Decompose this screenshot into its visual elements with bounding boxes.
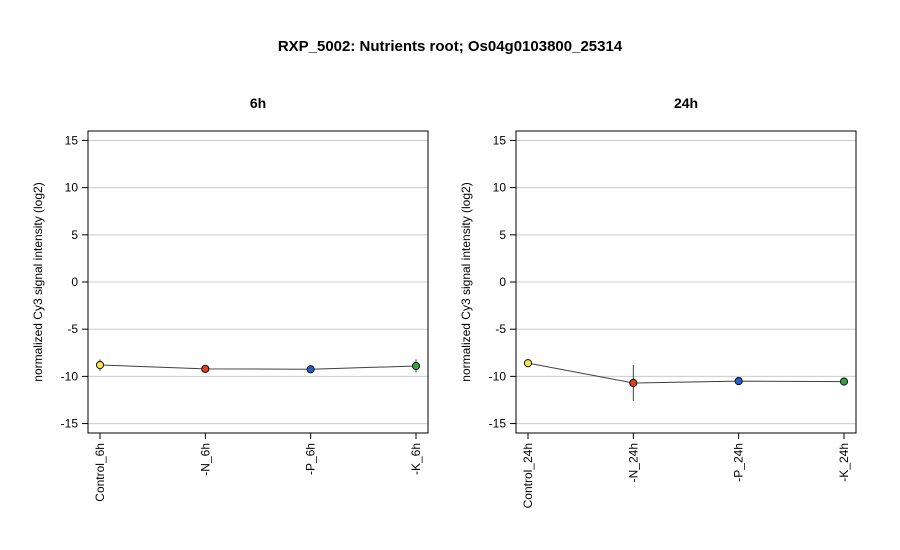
y-tick-label: 15 xyxy=(65,133,79,147)
y-tick-label: -15 xyxy=(489,417,507,431)
panel-title: 6h xyxy=(250,95,266,111)
y-tick-label: -10 xyxy=(61,369,79,383)
panel-0: 6h -15 -10 -5 0 5 10 15 normalized Cy3 signal in… xyxy=(31,95,429,502)
y-tick-label: 5 xyxy=(71,228,78,242)
y-tick-label: -5 xyxy=(495,322,506,336)
y-axis-label: normalized Cy3 signal intensity (log2) xyxy=(459,182,473,381)
x-tick-label: -P_6h xyxy=(304,443,318,475)
data-point xyxy=(839,377,849,386)
y-tick-label: 10 xyxy=(493,181,507,195)
y-tick-label: 10 xyxy=(65,181,79,195)
x-tick-label: -K_6h xyxy=(409,443,423,475)
x-tick-label: -N_24h xyxy=(626,443,640,482)
x-tick-label: Control_24h xyxy=(521,443,535,508)
series-line xyxy=(527,362,845,384)
data-point xyxy=(95,360,105,370)
y-tick-label: -15 xyxy=(61,417,79,431)
x-tick-label: -N_6h xyxy=(198,443,212,476)
data-point xyxy=(201,364,210,373)
data-point xyxy=(411,361,421,371)
panel-title: 24h xyxy=(674,95,698,111)
data-point xyxy=(523,359,533,368)
y-tick-label: 0 xyxy=(71,275,78,289)
series-line xyxy=(99,364,417,370)
data-point xyxy=(734,377,743,386)
y-tick-label: -10 xyxy=(489,369,507,383)
x-tick-label: Control_6h xyxy=(93,443,107,502)
data-point xyxy=(629,378,638,388)
y-axis-label: normalized Cy3 signal intensity (log2) xyxy=(31,182,45,381)
figure-title: RXP_5002: Nutrients root; Os04g0103800_2… xyxy=(277,38,623,55)
x-tick-label: -K_24h xyxy=(837,443,851,482)
y-tick-label: 5 xyxy=(499,228,506,242)
y-tick-label: 0 xyxy=(499,275,506,289)
y-tick-label: 15 xyxy=(493,133,507,147)
data-point xyxy=(306,365,315,374)
panel-1: 24h -15 -10 -5 0 5 10 15 normalized Cy3 signal i… xyxy=(459,95,857,508)
y-tick-label: -5 xyxy=(67,322,78,336)
x-tick-label: -P_24h xyxy=(732,443,746,482)
